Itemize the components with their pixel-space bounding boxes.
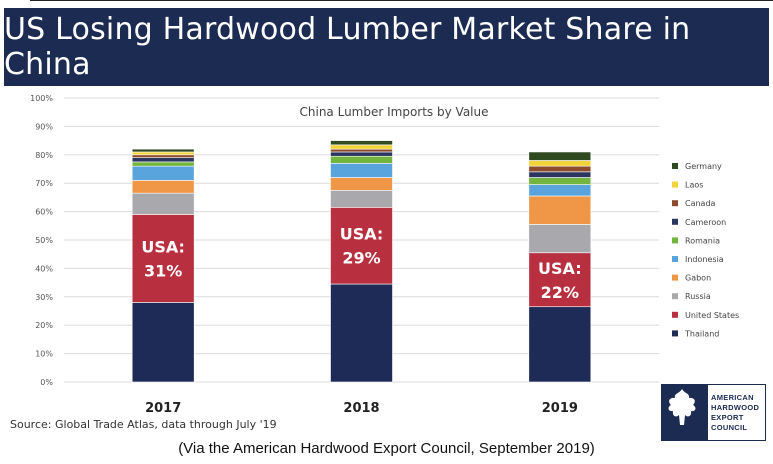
- data-label: 22%: [541, 283, 579, 302]
- bar-segment: [528, 306, 592, 383]
- bar-segment: [131, 165, 195, 181]
- bar-segment: [528, 171, 592, 178]
- logo-line: AMERICAN: [711, 392, 754, 402]
- data-label: 29%: [342, 249, 380, 268]
- legend-label: United States: [685, 311, 739, 320]
- data-label: 31%: [144, 261, 182, 280]
- bar-segment: [330, 151, 393, 157]
- legend-swatch: [672, 181, 678, 188]
- data-label: USA:: [538, 259, 582, 278]
- y-tick-label: 40%: [35, 264, 53, 273]
- bar-segment: [131, 192, 195, 215]
- logo-line: EXPORT: [711, 412, 744, 422]
- bar-segment: [330, 155, 393, 164]
- y-tick-label: 70%: [35, 179, 53, 188]
- bar-segment: [131, 180, 195, 194]
- y-tick-label: 60%: [35, 208, 53, 217]
- bar-segment: [528, 160, 592, 167]
- bar-segment: [131, 302, 195, 383]
- legend-label: Laos: [685, 181, 703, 190]
- data-label: USA:: [340, 225, 384, 244]
- legend-swatch: [672, 311, 678, 318]
- title-banner: US Losing Hardwood Lumber Market Share i…: [4, 8, 769, 86]
- legend-swatch: [672, 218, 678, 225]
- legend-label: Romania: [685, 236, 720, 245]
- logo-text: AMERICAN HARDWOOD EXPORT COUNCIL: [708, 385, 765, 440]
- bar-segment: [528, 184, 592, 197]
- bar-segment: [131, 157, 195, 163]
- legend-swatch: [672, 163, 678, 169]
- x-tick-label: 2017: [145, 401, 181, 416]
- legend-label: Indonesia: [685, 255, 724, 264]
- bar-segment: [330, 163, 393, 178]
- bar-segment: [330, 140, 393, 146]
- bar-segment: [131, 214, 195, 303]
- chart-title: China Lumber Imports by Value: [300, 105, 489, 119]
- legend-label: Germany: [685, 162, 722, 171]
- bar-segment: [131, 154, 195, 158]
- legend-swatch: [672, 274, 678, 281]
- bar-segment: [528, 165, 592, 173]
- y-tick-label: 30%: [35, 293, 53, 302]
- bar-segment: [528, 151, 592, 161]
- bar-segment: [330, 190, 393, 208]
- bar-segment: [131, 151, 195, 156]
- bar-segment: [528, 252, 592, 308]
- bar-segment: [528, 177, 592, 185]
- caption: (Via the American Hardwood Export Counci…: [178, 440, 595, 457]
- bar-segment: [528, 195, 592, 225]
- legend-swatch: [672, 237, 678, 244]
- bar-segment: [330, 177, 393, 191]
- logo-line: HARDWOOD: [711, 402, 760, 412]
- bar-segment: [131, 161, 195, 167]
- chart-panel: 0% 10% 20% 30% 40% 50% 60% 70% 80% 90% 100% China L…: [4, 86, 769, 438]
- legend-label: Cameroon: [685, 218, 726, 227]
- bar-segment: [330, 148, 393, 153]
- y-tick-label: 20%: [35, 321, 53, 330]
- y-tick-label: 100%: [30, 94, 53, 103]
- legend-swatch: [672, 256, 678, 262]
- data-label: USA:: [141, 237, 185, 256]
- source-note: Source: Global Trade Atlas, data through…: [10, 418, 277, 431]
- legend-swatch: [672, 200, 678, 207]
- legend-label: Russia: [685, 292, 711, 301]
- legend-label: Thailand: [684, 329, 719, 338]
- page-title: US Losing Hardwood Lumber Market Share i…: [4, 12, 691, 82]
- y-tick-label: 90%: [35, 122, 53, 131]
- y-tick-label: 0%: [40, 378, 53, 387]
- bar-segment: [131, 148, 195, 153]
- legend-label: Gabon: [685, 274, 711, 283]
- bar-segment: [330, 283, 393, 383]
- x-tick-label: 2019: [542, 401, 578, 416]
- legend-swatch: [672, 293, 678, 300]
- x-tick-label: 2018: [343, 401, 379, 416]
- y-tick-label: 80%: [35, 151, 53, 160]
- logo-line: COUNCIL: [711, 422, 748, 432]
- bar-segment: [330, 207, 393, 285]
- stacked-bar-chart: 0% 10% 20% 30% 40% 50% 60% 70% 80% 90% 100% China L…: [30, 94, 739, 416]
- legend-swatch: [672, 330, 678, 337]
- legend-label: Canada: [685, 199, 716, 208]
- ahec-logo: AMERICAN HARDWOOD EXPORT COUNCIL: [661, 384, 766, 441]
- bar-segment: [330, 144, 393, 150]
- bar-segment: [528, 224, 592, 254]
- y-tick-label: 50%: [35, 236, 53, 245]
- oak-leaf-icon: [662, 385, 708, 440]
- top-rule: [30, 0, 773, 5]
- y-tick-label: 10%: [35, 350, 53, 359]
